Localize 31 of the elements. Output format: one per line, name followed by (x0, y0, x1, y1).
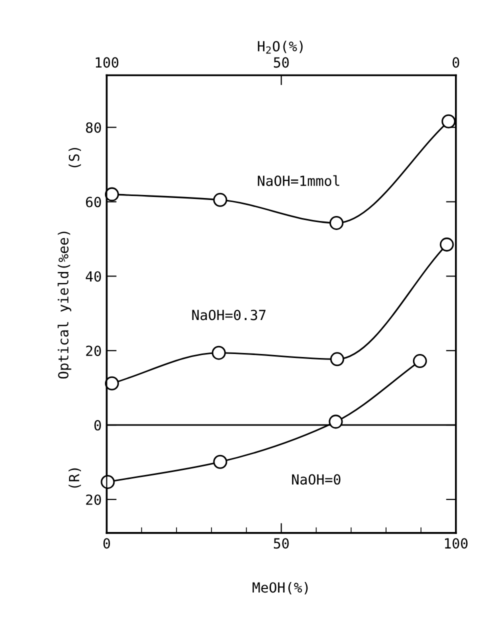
point (328, 414, 343, 429)
x-tick-label: 0 (103, 538, 110, 549)
series-label: NaOH=1mmol (258, 175, 340, 186)
point (412, 354, 427, 368)
x-axis-title: MeOH(%) (252, 582, 308, 594)
x-tick-label: 100 (445, 538, 468, 549)
y-tick-label: 60 (86, 196, 101, 208)
x2-tick-label: 0 (452, 57, 460, 68)
point (212, 346, 226, 360)
point (329, 216, 344, 230)
y-tick-label: 20 (86, 494, 101, 505)
x2-tick-label: 100 (96, 57, 118, 68)
point (440, 238, 454, 252)
point (442, 114, 456, 128)
x2-tick-label: 50 (274, 57, 289, 68)
y-tick-label: 40 (86, 271, 101, 282)
y-tick-label: 80 (86, 122, 101, 133)
x2-axis-title: H$_{2}$O(%) (258, 40, 303, 54)
point (213, 454, 228, 469)
text: (R) (68, 468, 81, 488)
point (104, 187, 119, 202)
text: (S) (68, 148, 81, 168)
point (213, 192, 228, 207)
y-axis-title: Optical yield(%ee) (58, 232, 72, 379)
x-tick-label: 50 (274, 538, 289, 549)
text: NaOH=0.37 (192, 310, 266, 320)
point (104, 376, 119, 390)
y-tick-label: 20 (86, 346, 101, 356)
y-tick-label: 0 (94, 420, 101, 431)
point (330, 352, 344, 366)
text: NaOH=0 (292, 474, 340, 485)
